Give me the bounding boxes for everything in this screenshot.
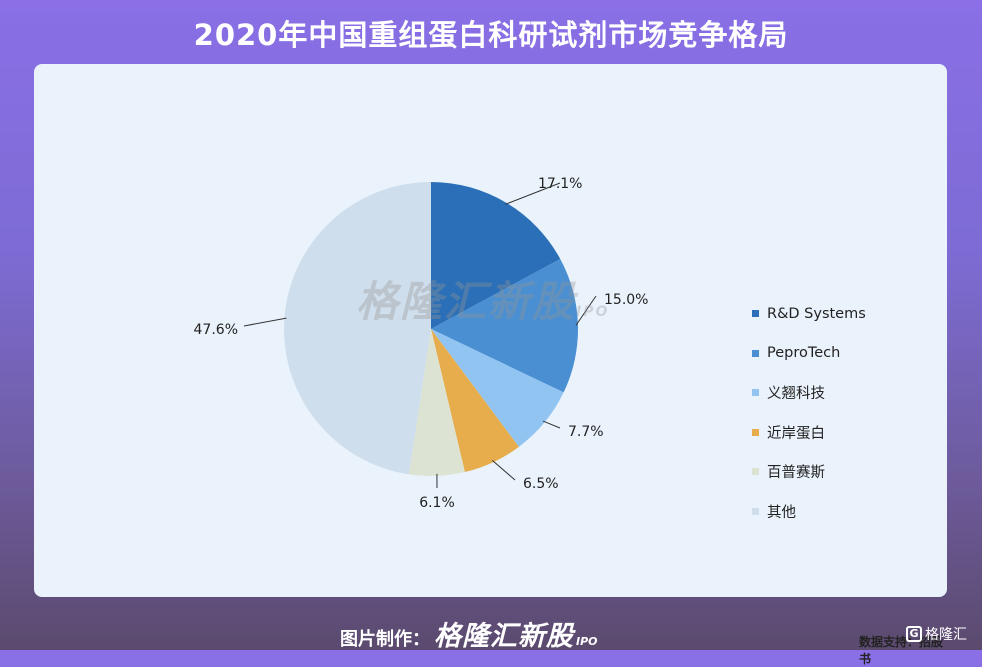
data-label-2: 7.7% (568, 424, 604, 440)
watermark-text: 格隆汇新股 (356, 277, 576, 326)
watermark-sub: IPO (576, 304, 609, 320)
leader-line-2 (543, 421, 560, 428)
watermark: 格隆汇新股IPO (356, 268, 609, 329)
corner-logo-text: 格隆汇 (925, 624, 967, 644)
footer-ipo: IPO (576, 635, 598, 648)
leader-line-5 (244, 318, 286, 326)
footer-brand: 格隆汇新股 (434, 614, 574, 653)
footer-prefix: 图片制作： (340, 625, 430, 651)
data-label-3: 6.5% (523, 476, 559, 492)
data-label-0: 17.1% (538, 176, 582, 192)
g-logo-icon: G (906, 626, 922, 642)
footer-credit: 图片制作： 格隆汇新股 IPO (340, 614, 598, 653)
leader-line-3 (492, 460, 515, 480)
corner-logo: G 格隆汇 (906, 624, 967, 644)
data-label-1: 15.0% (604, 292, 648, 308)
data-label-5: 47.6% (194, 322, 238, 338)
data-label-4: 6.1% (419, 495, 455, 511)
